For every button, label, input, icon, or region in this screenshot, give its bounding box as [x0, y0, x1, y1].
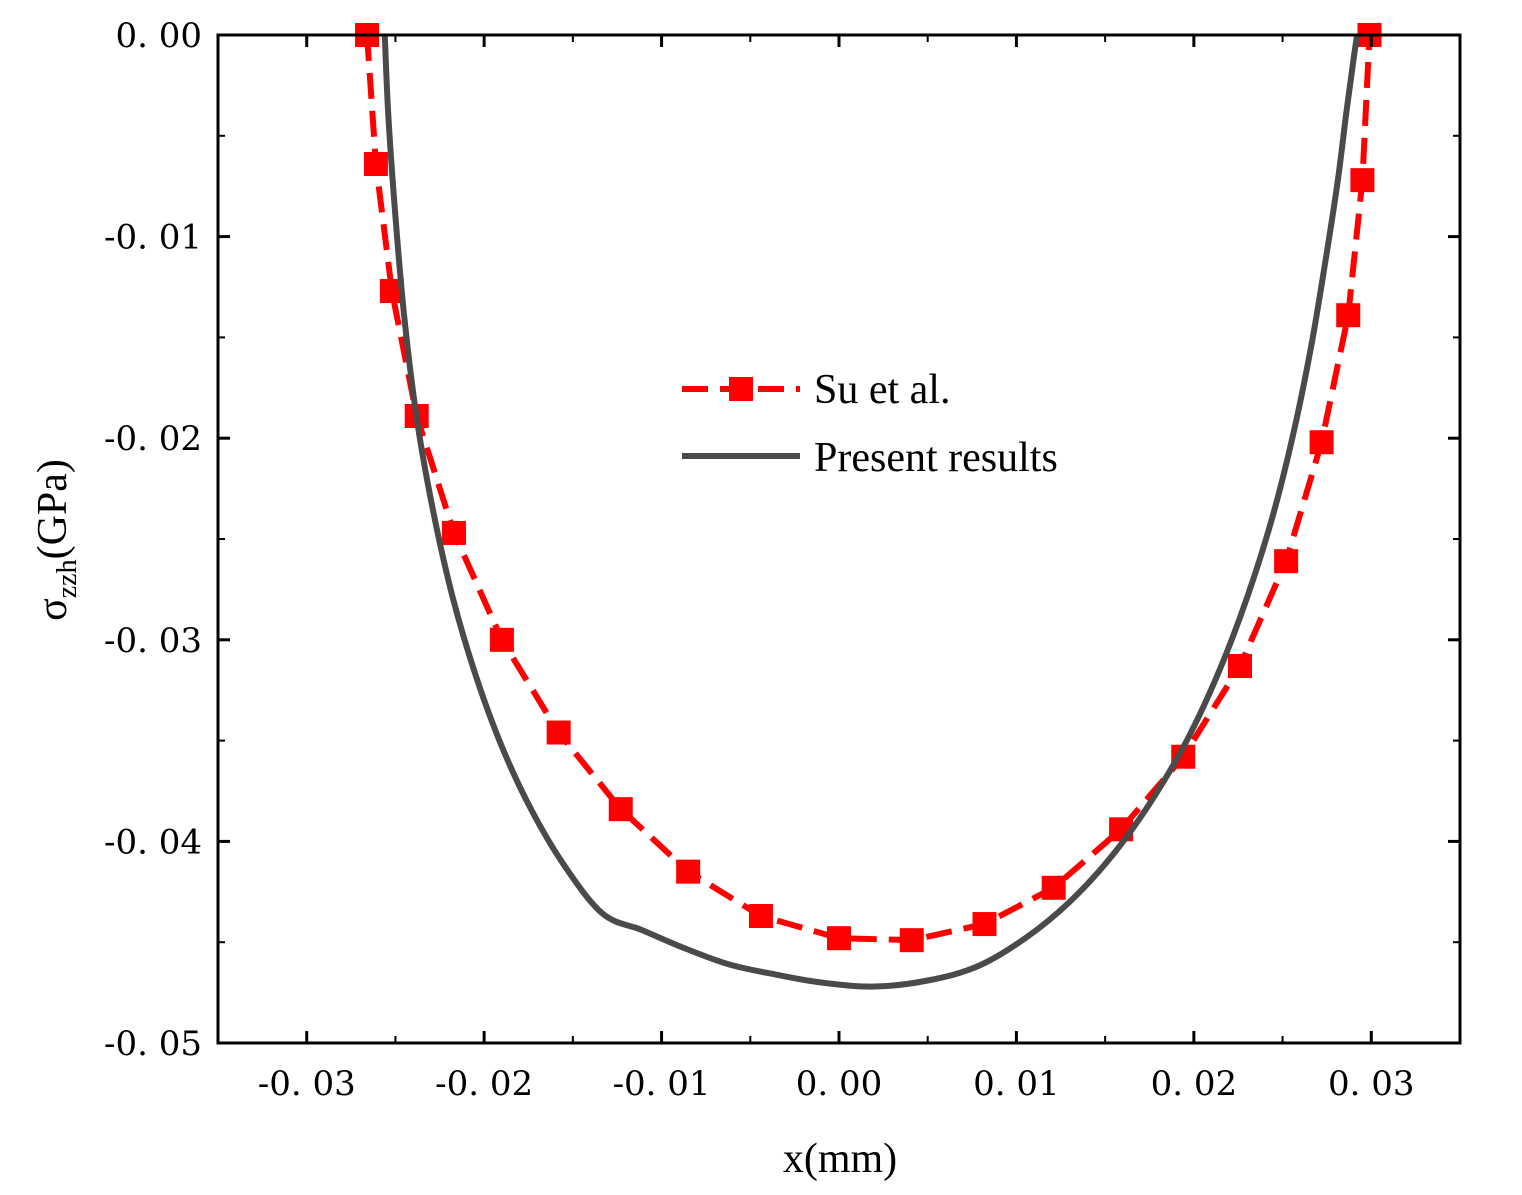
x-tick-label: 0. 01 [973, 1064, 1060, 1104]
x-tick-label: 0. 02 [1151, 1064, 1238, 1104]
data-point-marker [546, 720, 571, 745]
legend-label-su: Su et al. [814, 367, 950, 413]
y-axis-unit: (GPa) [30, 459, 76, 559]
data-point-marker [1041, 875, 1066, 900]
series-line-1 [381, 34, 1361, 990]
x-tick-label: 0. 03 [1328, 1064, 1415, 1104]
y-tick-label: -0. 03 [104, 621, 202, 661]
data-point-marker [608, 797, 633, 822]
data-point-marker [1274, 549, 1299, 574]
data-point-marker [676, 859, 701, 884]
series-line-0 [364, 34, 1373, 944]
x-tick-label: -0. 02 [435, 1064, 533, 1104]
data-point-marker [899, 928, 924, 953]
x-tick-label: 0. 00 [796, 1064, 883, 1104]
data-point-marker [972, 912, 997, 937]
legend-label-present: Present results [814, 435, 1058, 481]
legend-marker-su [729, 377, 753, 401]
y-tick-label: -0. 05 [104, 1024, 202, 1064]
x-tick-label: -0. 03 [258, 1064, 356, 1104]
y-tick-label: -0. 01 [104, 218, 202, 258]
data-point-marker [489, 627, 514, 652]
data-point-marker [441, 520, 466, 545]
y-axis-subscript: zzh [52, 559, 83, 598]
data-point-marker [1350, 168, 1375, 193]
y-axis-symbol: σ [30, 598, 76, 621]
data-point-marker [748, 903, 773, 928]
series-layer [355, 23, 1382, 990]
legend: Su et al. Present results [682, 367, 1058, 481]
data-point-marker [1309, 430, 1334, 455]
plot-frame [216, 33, 1462, 1045]
x-tick-label: -0. 01 [613, 1064, 711, 1104]
data-point-marker [1227, 654, 1252, 679]
y-tick-label: -0. 02 [104, 419, 202, 459]
y-tick-label: -0. 04 [104, 822, 202, 862]
y-axis-title: σzzh(GPa) [30, 459, 83, 621]
data-point-marker [1336, 303, 1361, 328]
x-axis-title: x(mm) [783, 1136, 897, 1182]
data-point-marker [827, 926, 851, 951]
y-tick-label: 0. 00 [115, 16, 202, 56]
data-point-marker [363, 152, 388, 177]
tick-layer: -0. 03 -0. 02 -0. 01 0. 00 0. 01 0. 02 0. 03 0.… [104, 16, 1461, 1104]
